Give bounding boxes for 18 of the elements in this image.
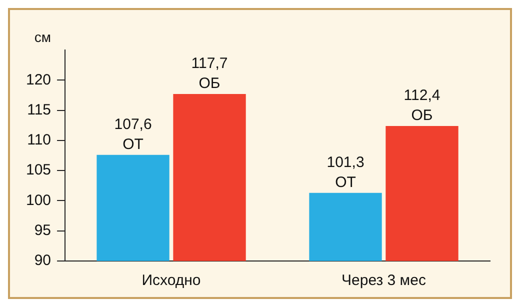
data-label: 101,3 xyxy=(326,154,364,171)
text: ОТ xyxy=(335,174,356,191)
y-axis-title: см xyxy=(34,29,52,45)
text: ОБ xyxy=(411,106,433,124)
series-label: ОТ xyxy=(122,136,144,153)
y-tick-label: 110 xyxy=(27,132,52,149)
data-label: 107,6 xyxy=(114,116,152,133)
y-tick-label: 95 xyxy=(34,222,52,239)
y-tick-label: 90 xyxy=(34,252,52,270)
x-tick-label: Исходно xyxy=(142,272,201,290)
y-tick-label: 120 xyxy=(26,71,52,88)
data-label: 112,4 xyxy=(404,86,440,104)
y-tick-label: 100 xyxy=(26,192,52,209)
y-tick-label: 115 xyxy=(27,101,52,118)
data-label: 117,7 xyxy=(191,55,228,72)
y-tick-label: 105 xyxy=(26,162,52,179)
series-label: ОБ xyxy=(198,75,220,92)
x-tick-label: Через 3 мес xyxy=(342,272,426,290)
